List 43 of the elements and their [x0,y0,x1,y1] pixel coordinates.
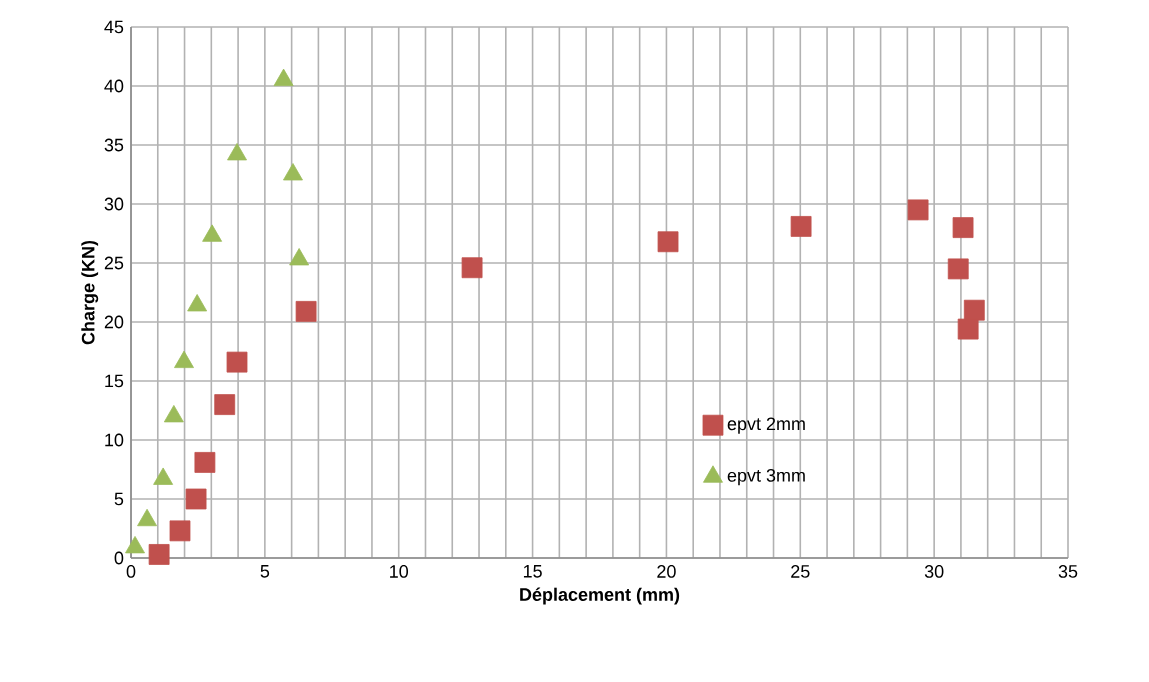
point [963,299,985,321]
point [187,294,208,312]
y-tick-label: 5 [114,492,124,506]
point [185,488,207,510]
point [957,318,979,340]
y-tick-label: 45 [104,20,124,34]
point [169,520,191,542]
point [273,68,294,86]
y-tick-label: 40 [104,79,124,93]
y-tick-label: 30 [104,197,124,211]
x-tick-label: 15 [523,565,542,578]
point [214,394,236,415]
point [202,224,223,242]
point [226,351,248,373]
point [194,452,216,473]
point [295,300,317,322]
point [907,199,929,221]
point [952,217,974,238]
x-tick-label: 0 [126,565,136,578]
point [657,231,679,253]
legend-label: epvt 2mm [727,417,805,434]
y-tick-label: 0 [114,551,124,565]
x-tick-label: 35 [1058,565,1078,578]
point [461,257,483,279]
x-axis-title: Déplacement (mm) [520,587,680,605]
x-tick-label: 5 [260,565,270,578]
point [289,248,310,266]
x-tick-label: 20 [657,565,676,578]
x-tick-label: 10 [390,565,409,578]
point [947,258,969,280]
x-tick-label: 25 [791,565,810,578]
point [790,216,812,237]
point [148,544,170,565]
y-tick-label: 35 [104,138,124,152]
y-tick-label: 20 [104,315,124,329]
y-axis-title: Charge (KN) [81,240,99,345]
y-tick-label: 15 [105,374,124,388]
x-tick-label: 30 [924,565,944,578]
legend-label: epvt 3mm [727,468,805,486]
point [283,163,303,181]
y-tick-label: 10 [105,433,124,447]
y-tick-label: 25 [104,256,124,270]
point [227,143,247,161]
